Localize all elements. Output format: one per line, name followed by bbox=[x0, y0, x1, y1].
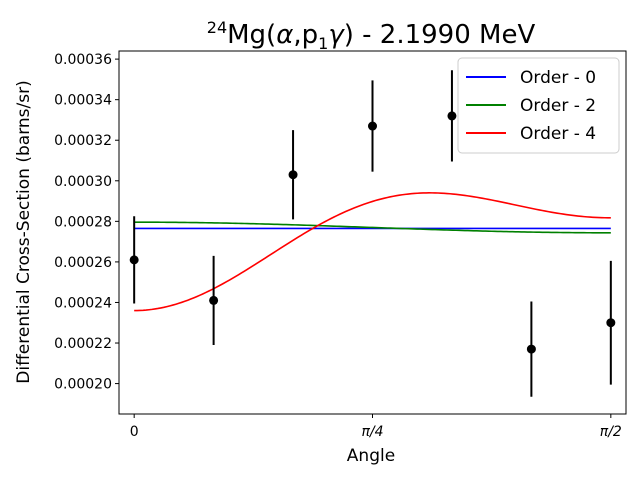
y-axis-ticks: 0.00020 0.00022 0.00024 0.00026 0.00028 0.000… bbox=[54, 52, 119, 393]
data-point bbox=[447, 111, 457, 121]
x-tick-label: 0 bbox=[130, 424, 139, 440]
title-gamma: γ bbox=[328, 20, 345, 50]
y-tick-label: 0.00036 bbox=[54, 52, 112, 68]
title-p: ,p bbox=[293, 20, 318, 50]
legend-label: Order - 4 bbox=[520, 124, 596, 144]
data-point bbox=[368, 121, 377, 131]
x-tick-label: π/4 bbox=[361, 424, 383, 440]
legend-label: Order - 0 bbox=[520, 68, 596, 88]
legend: Order - 0 Order - 2 Order - 4 bbox=[457, 57, 620, 154]
legend-label: Order - 2 bbox=[520, 96, 596, 116]
title-rest: ) - 2.1990 MeV bbox=[344, 20, 536, 50]
legend-box bbox=[457, 57, 620, 154]
series-line-order-4 bbox=[134, 192, 611, 312]
data-point bbox=[606, 318, 616, 328]
y-axis-label: Differential Cross-Section (barns/sr) bbox=[14, 80, 34, 383]
y-tick-label: 0.00022 bbox=[54, 336, 112, 352]
title-subscript: 1 bbox=[318, 34, 328, 53]
y-tick-label: 0.00032 bbox=[54, 133, 112, 149]
x-axis-label: Angle bbox=[347, 446, 395, 466]
series-line-order-2 bbox=[134, 221, 611, 234]
data-point bbox=[288, 170, 298, 180]
y-tick-label: 0.00020 bbox=[54, 377, 112, 393]
title-superscript: 24 bbox=[207, 18, 227, 37]
x-axis-ticks: 0 π/4 π/2 bbox=[130, 414, 622, 440]
curves-layer bbox=[134, 192, 611, 312]
title-alpha: α bbox=[276, 20, 293, 50]
data-point bbox=[526, 344, 536, 354]
data-point bbox=[129, 255, 139, 265]
y-tick-label: 0.00034 bbox=[54, 93, 112, 109]
y-tick-label: 0.00028 bbox=[54, 214, 112, 230]
y-tick-label: 0.00024 bbox=[54, 295, 112, 311]
y-tick-label: 0.00030 bbox=[54, 174, 112, 190]
data-point bbox=[209, 295, 219, 305]
title-mg: Mg( bbox=[227, 20, 276, 50]
chart-title: 24Mg(α,p1γ) - 2.1990 MeV bbox=[207, 18, 536, 53]
data-points-layer bbox=[129, 70, 616, 397]
y-tick-label: 0.00026 bbox=[54, 255, 112, 271]
x-tick-label: π/2 bbox=[600, 424, 622, 440]
